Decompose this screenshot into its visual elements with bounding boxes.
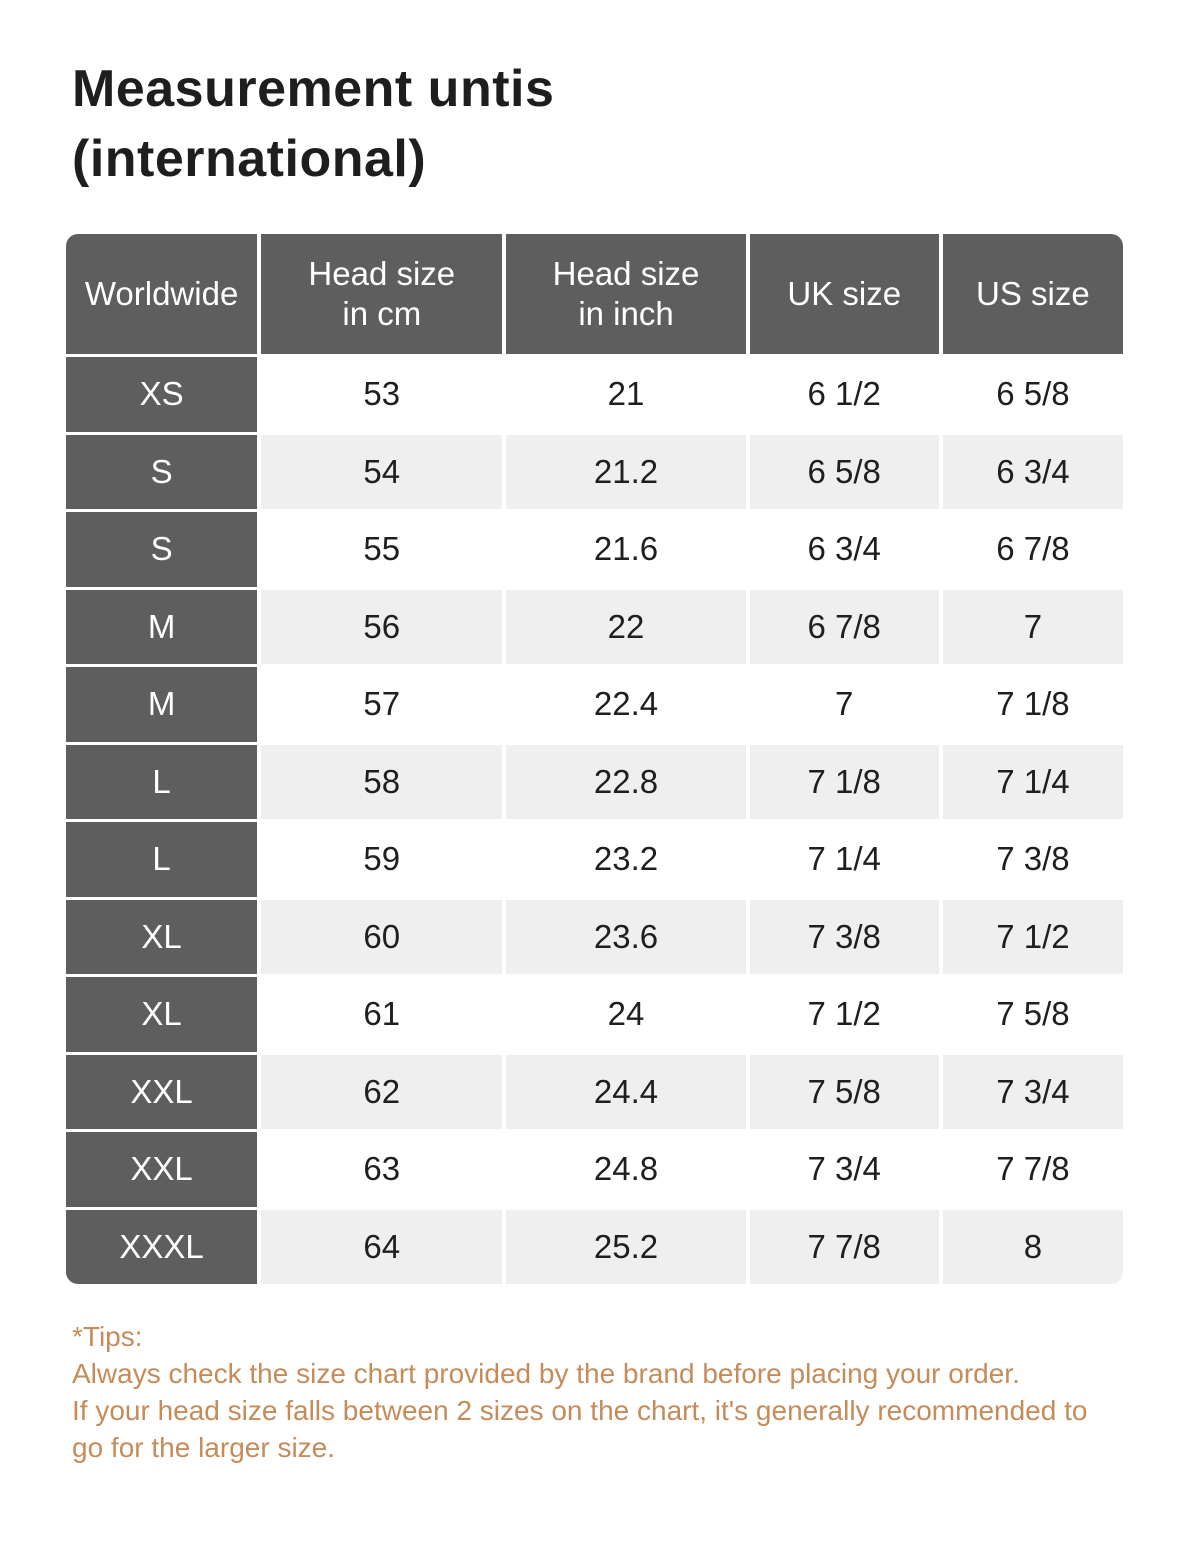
- header-cell-label: UK size: [787, 275, 902, 312]
- data-cell: 60: [261, 899, 503, 974]
- header-cell-label: US size: [976, 275, 1090, 312]
- row-label-cell: S: [66, 434, 258, 509]
- data-cell: 7 7/8: [749, 1209, 939, 1284]
- tips-note: *Tips: Always check the size chart provi…: [72, 1318, 1140, 1466]
- header-cell-0: Worldwide: [66, 234, 258, 354]
- data-cell: 25.2: [506, 1209, 746, 1284]
- data-cell: 7 5/8: [749, 1054, 939, 1129]
- data-cell: 56: [261, 589, 503, 664]
- data-cell: 6 7/8: [942, 512, 1123, 587]
- row-label-cell: XL: [66, 899, 258, 974]
- data-cell: 7: [942, 589, 1123, 664]
- row-label-cell: M: [66, 667, 258, 742]
- header-cell-label: Head size in cm: [308, 255, 456, 332]
- row-label-cell: XS: [66, 357, 258, 432]
- data-cell: 54: [261, 434, 503, 509]
- header-cell-label: Head size in inch: [552, 255, 700, 332]
- data-cell: 8: [942, 1209, 1123, 1284]
- data-cell: 64: [261, 1209, 503, 1284]
- data-cell: 7 3/4: [942, 1054, 1123, 1129]
- data-cell: 7 1/4: [749, 822, 939, 897]
- tips-line: If your head size falls between 2 sizes …: [72, 1395, 1088, 1426]
- data-cell: 23.2: [506, 822, 746, 897]
- size-chart-table: Worldwide Head size in cm Head size in inc…: [66, 234, 1123, 1284]
- data-cell: 7 3/8: [749, 899, 939, 974]
- data-cell: 23.6: [506, 899, 746, 974]
- data-cell: 7 1/2: [942, 899, 1123, 974]
- data-cell: 7 1/8: [942, 667, 1123, 742]
- data-cell: 22.8: [506, 744, 746, 819]
- page-title: Measurement untis (international): [72, 54, 1140, 194]
- data-cell: 61: [261, 977, 503, 1052]
- tips-line: go for the larger size.: [72, 1432, 336, 1463]
- data-cell: 6 5/8: [942, 357, 1123, 432]
- data-cell: 6 3/4: [942, 434, 1123, 509]
- page-title-line-1: Measurement untis: [72, 60, 555, 118]
- row-label-cell: L: [66, 822, 258, 897]
- data-cell: 24: [506, 977, 746, 1052]
- data-cell: 59: [261, 822, 503, 897]
- data-cell: 22: [506, 589, 746, 664]
- data-cell: 62: [261, 1054, 503, 1129]
- row-label-cell: XXL: [66, 1054, 258, 1129]
- data-cell: 24.8: [506, 1132, 746, 1207]
- data-cell: 6 5/8: [749, 434, 939, 509]
- row-label-cell: XXL: [66, 1132, 258, 1207]
- row-label-cell: XXXL: [66, 1209, 258, 1284]
- row-label-cell: XL: [66, 977, 258, 1052]
- data-cell: 21: [506, 357, 746, 432]
- data-cell: 7 1/2: [749, 977, 939, 1052]
- row-label-cell: S: [66, 512, 258, 587]
- page-title-line-2: (international): [72, 130, 427, 188]
- data-cell: 7 7/8: [942, 1132, 1123, 1207]
- data-cell: 57: [261, 667, 503, 742]
- data-cell: 7 1/8: [749, 744, 939, 819]
- data-cell: 58: [261, 744, 503, 819]
- data-cell: 7 5/8: [942, 977, 1123, 1052]
- size-chart-grid: Worldwide Head size in cm Head size in inc…: [66, 234, 1123, 1284]
- data-cell: 55: [261, 512, 503, 587]
- data-cell: 7: [749, 667, 939, 742]
- data-cell: 6 1/2: [749, 357, 939, 432]
- data-cell: 63: [261, 1132, 503, 1207]
- row-label-cell: L: [66, 744, 258, 819]
- tips-line: Always check the size chart provided by …: [72, 1358, 1020, 1389]
- header-cell-1: Head size in cm: [261, 234, 503, 354]
- header-cell-label: Worldwide: [84, 275, 239, 312]
- data-cell: 6 3/4: [749, 512, 939, 587]
- data-cell: 6 7/8: [749, 589, 939, 664]
- size-chart-page: Measurement untis (international) Worldwi…: [0, 54, 1200, 1554]
- tips-heading: *Tips:: [72, 1321, 143, 1352]
- row-label-cell: M: [66, 589, 258, 664]
- data-cell: 7 1/4: [942, 744, 1123, 819]
- header-cell-2: Head size in inch: [506, 234, 746, 354]
- data-cell: 53: [261, 357, 503, 432]
- data-cell: 24.4: [506, 1054, 746, 1129]
- header-cell-3: UK size: [749, 234, 939, 354]
- data-cell: 21.2: [506, 434, 746, 509]
- data-cell: 21.6: [506, 512, 746, 587]
- data-cell: 22.4: [506, 667, 746, 742]
- header-cell-4: US size: [942, 234, 1123, 354]
- data-cell: 7 3/8: [942, 822, 1123, 897]
- data-cell: 7 3/4: [749, 1132, 939, 1207]
